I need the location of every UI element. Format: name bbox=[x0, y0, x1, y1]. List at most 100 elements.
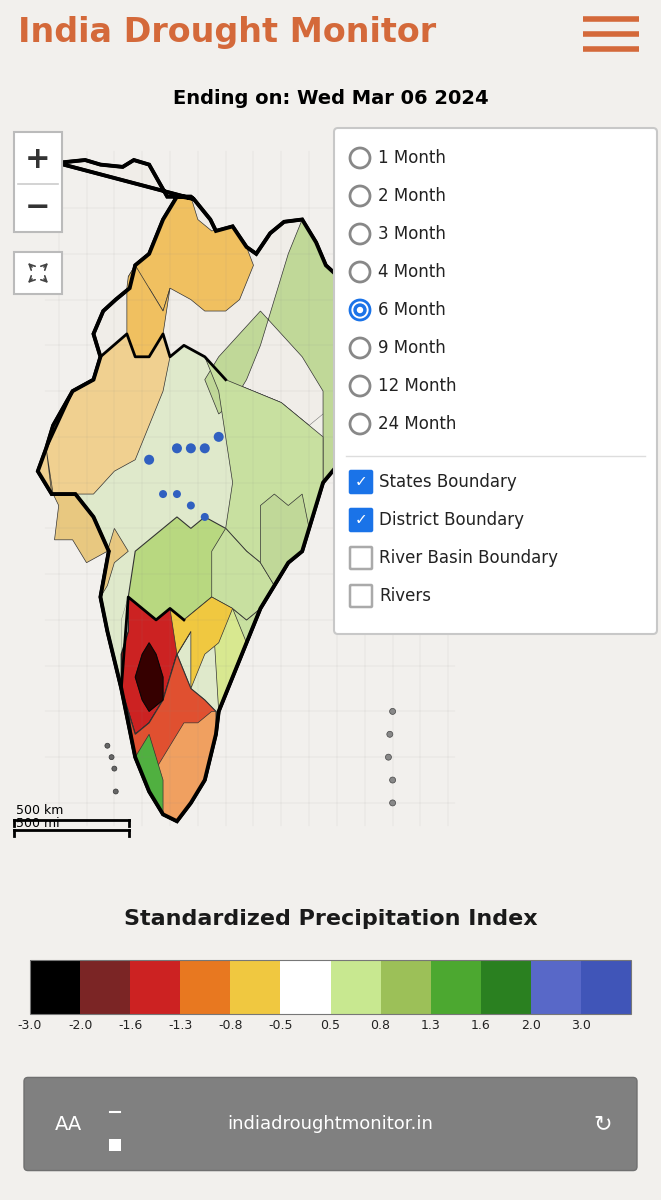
Bar bbox=[180, 960, 230, 1014]
Polygon shape bbox=[136, 734, 163, 815]
Bar bbox=[531, 960, 581, 1014]
Polygon shape bbox=[128, 197, 253, 311]
Circle shape bbox=[186, 443, 196, 454]
Circle shape bbox=[385, 754, 391, 760]
Text: +: + bbox=[25, 145, 51, 174]
Text: -0.5: -0.5 bbox=[268, 1019, 293, 1032]
Text: 4 Month: 4 Month bbox=[378, 263, 446, 281]
Text: 500 km: 500 km bbox=[16, 804, 63, 817]
Circle shape bbox=[350, 338, 370, 358]
Polygon shape bbox=[107, 598, 216, 821]
Polygon shape bbox=[128, 654, 216, 821]
Circle shape bbox=[350, 300, 370, 320]
Text: Standardized Precipitation Index: Standardized Precipitation Index bbox=[124, 910, 537, 929]
Circle shape bbox=[350, 376, 370, 396]
Circle shape bbox=[112, 766, 117, 772]
Polygon shape bbox=[205, 356, 323, 643]
Bar bbox=[109, 1139, 121, 1151]
Circle shape bbox=[200, 443, 210, 454]
FancyBboxPatch shape bbox=[14, 252, 62, 294]
Polygon shape bbox=[149, 712, 216, 821]
Circle shape bbox=[350, 224, 370, 244]
Polygon shape bbox=[122, 598, 191, 734]
Polygon shape bbox=[136, 643, 163, 712]
Bar bbox=[80, 960, 130, 1014]
Text: 12 Month: 12 Month bbox=[378, 377, 457, 395]
Text: AA: AA bbox=[54, 1115, 81, 1134]
Circle shape bbox=[350, 262, 370, 282]
Text: River Basin Boundary: River Basin Boundary bbox=[379, 550, 558, 566]
Circle shape bbox=[358, 307, 362, 312]
Circle shape bbox=[187, 502, 195, 510]
FancyBboxPatch shape bbox=[334, 128, 657, 634]
Circle shape bbox=[389, 708, 396, 714]
Text: 1 Month: 1 Month bbox=[378, 149, 446, 167]
Text: -1.3: -1.3 bbox=[168, 1019, 192, 1032]
Text: Rivers: Rivers bbox=[379, 587, 431, 605]
Polygon shape bbox=[136, 643, 163, 712]
Circle shape bbox=[389, 778, 396, 784]
Text: ✓: ✓ bbox=[354, 474, 368, 490]
Bar bbox=[130, 960, 180, 1014]
Circle shape bbox=[159, 490, 167, 498]
Polygon shape bbox=[128, 517, 274, 620]
Bar bbox=[30, 960, 631, 1014]
Bar bbox=[581, 960, 631, 1014]
FancyBboxPatch shape bbox=[350, 584, 372, 607]
Circle shape bbox=[201, 512, 209, 521]
Polygon shape bbox=[260, 494, 309, 586]
Text: 500 mi: 500 mi bbox=[16, 817, 59, 830]
Bar bbox=[431, 960, 481, 1014]
FancyBboxPatch shape bbox=[14, 132, 62, 232]
Polygon shape bbox=[38, 160, 452, 821]
Bar bbox=[481, 960, 531, 1014]
Text: indiadroughtmonitor.in: indiadroughtmonitor.in bbox=[227, 1115, 434, 1133]
Polygon shape bbox=[128, 598, 260, 712]
Circle shape bbox=[389, 800, 396, 806]
Text: Ending on: Wed Mar 06 2024: Ending on: Wed Mar 06 2024 bbox=[173, 90, 488, 108]
FancyBboxPatch shape bbox=[350, 547, 372, 569]
Text: ✓: ✓ bbox=[354, 512, 368, 528]
Bar bbox=[330, 960, 381, 1014]
Circle shape bbox=[350, 186, 370, 206]
Text: States Boundary: States Boundary bbox=[379, 473, 517, 491]
Text: -2.0: -2.0 bbox=[68, 1019, 93, 1032]
Text: 0.5: 0.5 bbox=[321, 1019, 340, 1032]
Polygon shape bbox=[46, 449, 128, 598]
Circle shape bbox=[173, 490, 181, 498]
Polygon shape bbox=[170, 346, 358, 482]
Circle shape bbox=[214, 432, 223, 442]
Bar bbox=[280, 960, 330, 1014]
Text: India Drought Monitor: India Drought Monitor bbox=[18, 16, 436, 49]
Text: -3.0: -3.0 bbox=[18, 1019, 42, 1032]
Text: 9 Month: 9 Month bbox=[378, 338, 446, 358]
Polygon shape bbox=[38, 334, 323, 821]
Circle shape bbox=[113, 788, 118, 794]
FancyBboxPatch shape bbox=[350, 470, 372, 493]
Text: 0.8: 0.8 bbox=[371, 1019, 391, 1032]
Polygon shape bbox=[170, 598, 233, 689]
Text: -0.8: -0.8 bbox=[218, 1019, 243, 1032]
Text: 3.0: 3.0 bbox=[571, 1019, 591, 1032]
Bar bbox=[381, 960, 431, 1014]
Circle shape bbox=[350, 414, 370, 434]
Text: −: − bbox=[25, 193, 51, 222]
Polygon shape bbox=[127, 265, 170, 356]
Bar bbox=[30, 960, 80, 1014]
Circle shape bbox=[105, 743, 110, 749]
Polygon shape bbox=[38, 334, 170, 494]
Text: 6 Month: 6 Month bbox=[378, 301, 446, 319]
Polygon shape bbox=[205, 208, 452, 482]
Circle shape bbox=[387, 731, 393, 737]
FancyBboxPatch shape bbox=[350, 509, 372, 530]
Circle shape bbox=[350, 148, 370, 168]
Text: 1.3: 1.3 bbox=[421, 1019, 440, 1032]
Text: 2.0: 2.0 bbox=[521, 1019, 541, 1032]
Polygon shape bbox=[212, 528, 274, 620]
Text: District Boundary: District Boundary bbox=[379, 511, 524, 529]
Text: 2 Month: 2 Month bbox=[378, 187, 446, 205]
Text: 3 Month: 3 Month bbox=[378, 226, 446, 242]
Bar bbox=[230, 960, 280, 1014]
Text: 1.6: 1.6 bbox=[471, 1019, 490, 1032]
Text: -1.6: -1.6 bbox=[118, 1019, 142, 1032]
